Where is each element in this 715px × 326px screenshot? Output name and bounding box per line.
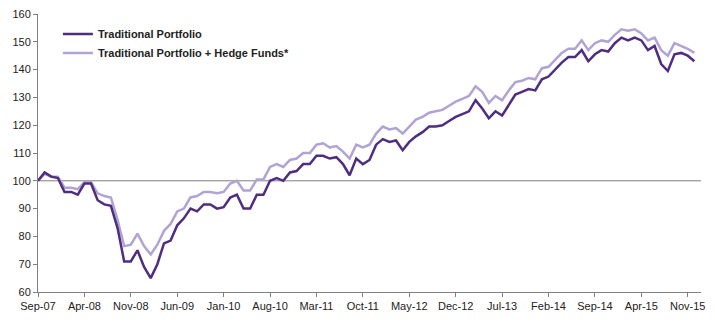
svg-text:160: 160 <box>12 8 30 20</box>
svg-text:130: 130 <box>12 91 30 103</box>
svg-text:110: 110 <box>13 147 31 159</box>
svg-text:Jan-10: Jan-10 <box>207 300 241 312</box>
svg-text:Apr-15: Apr-15 <box>625 300 658 312</box>
svg-text:Dec-12: Dec-12 <box>438 300 473 312</box>
svg-text:Traditional Portfolio: Traditional Portfolio <box>98 28 202 40</box>
svg-text:Sep-07: Sep-07 <box>20 300 55 312</box>
svg-text:Mar-11: Mar-11 <box>299 300 333 312</box>
svg-text:Oct-11: Oct-11 <box>347 300 379 312</box>
svg-text:100: 100 <box>12 175 30 187</box>
svg-text:Nov-08: Nov-08 <box>113 300 148 312</box>
svg-text:Nov-15: Nov-15 <box>670 300 705 312</box>
svg-text:140: 140 <box>12 63 30 75</box>
svg-text:80: 80 <box>19 230 31 242</box>
svg-text:Jul-13: Jul-13 <box>487 300 517 312</box>
svg-text:60: 60 <box>19 286 31 298</box>
svg-text:Traditional Portfolio + Hedge: Traditional Portfolio + Hedge Funds* <box>98 47 289 59</box>
svg-text:120: 120 <box>12 119 30 131</box>
svg-text:May-12: May-12 <box>391 300 428 312</box>
svg-text:Sep-14: Sep-14 <box>577 300 612 312</box>
svg-text:Jun-09: Jun-09 <box>160 300 194 312</box>
svg-text:70: 70 <box>19 258 31 270</box>
svg-text:Feb-14: Feb-14 <box>531 300 566 312</box>
svg-text:150: 150 <box>12 36 30 48</box>
svg-text:90: 90 <box>19 202 31 214</box>
svg-text:Aug-10: Aug-10 <box>252 300 287 312</box>
svg-text:Apr-08: Apr-08 <box>68 300 101 312</box>
